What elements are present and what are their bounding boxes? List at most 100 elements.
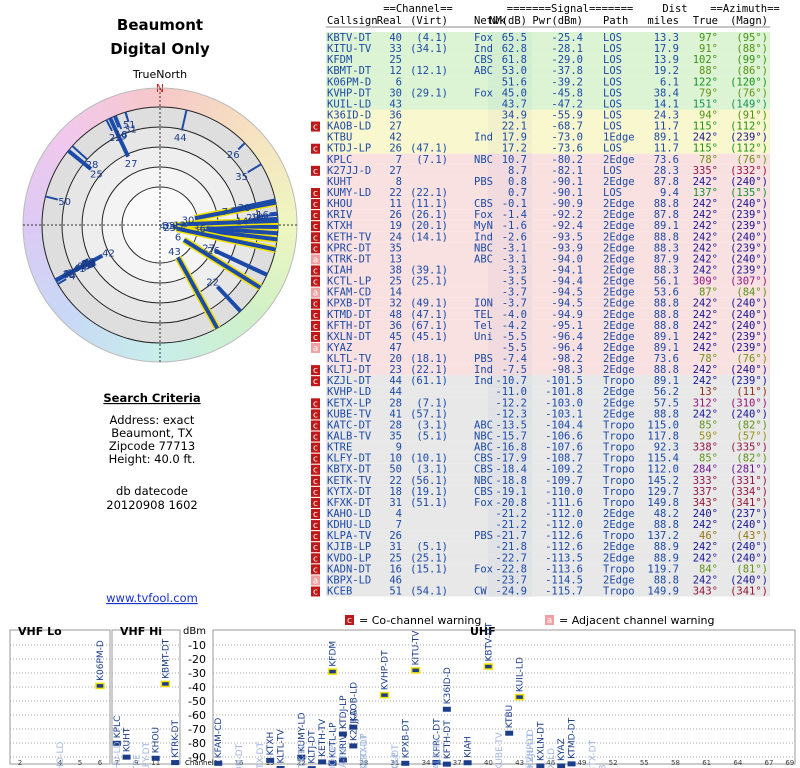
cell: 9 (396, 442, 402, 454)
signal-label: KIAH (464, 736, 474, 757)
cell: KYAZ (327, 342, 352, 354)
x-tick-label: 4 (58, 759, 63, 767)
cell: 89.1 (654, 331, 679, 343)
cell: 2Edge (603, 408, 635, 420)
signal-label: KDHU-LD (113, 741, 123, 768)
cell: 0.7 (508, 187, 527, 199)
warning-box (311, 265, 320, 276)
x-tick-label: 16 (235, 759, 244, 767)
x-tick-label: 58 (671, 759, 680, 767)
spoke-label: 27 (125, 159, 138, 170)
site-link[interactable]: www.tvfool.com (106, 591, 198, 605)
warning-box (311, 453, 320, 464)
row-band (326, 496, 770, 509)
cell: -98.2 (551, 353, 583, 365)
signal-mark (442, 706, 451, 712)
cell: (237°) (730, 508, 768, 520)
cell: (240°) (730, 541, 768, 553)
signal-label: KTMD-DT (568, 717, 578, 759)
cell: (91°) (736, 109, 768, 121)
row-band (326, 419, 770, 431)
warning-box (311, 497, 320, 508)
cell: 2Edge (603, 253, 635, 265)
cell: Ind (474, 231, 493, 243)
x-tick-label: 43 (515, 759, 524, 767)
spoke-label: 26 (83, 258, 96, 269)
cell: 44 (389, 375, 402, 387)
cell: (67.1) (410, 320, 448, 332)
spoke (105, 119, 113, 132)
cell: -95.1 (551, 320, 583, 332)
cell: Fox (474, 87, 493, 99)
cell: 88.8 (654, 574, 679, 586)
cell: -94.1 (551, 264, 583, 276)
cell: 2Edge (603, 397, 635, 409)
spoke-label: 22 (206, 277, 219, 288)
signal-label: KFXK-DT (391, 744, 401, 768)
spoke-label: 9 (121, 132, 127, 143)
cell: 87.9 (654, 253, 679, 265)
warning-box (311, 442, 320, 453)
cell: 53.0 (502, 65, 527, 77)
cell: -3.7 (502, 298, 527, 310)
cell: 45 (389, 331, 402, 343)
spoke-label: 38 (82, 259, 95, 270)
legend-box (345, 615, 354, 625)
cell: -3.7 (502, 287, 527, 299)
cell: 2Edge (603, 353, 635, 365)
signal-mark (442, 761, 451, 767)
warning-mark: c (313, 455, 318, 465)
cell: KLPA-TV (327, 530, 372, 542)
cell: 19.2 (654, 65, 679, 77)
cell: 38.4 (654, 87, 679, 99)
warning-box (311, 486, 320, 497)
cell: K06PM-D (327, 76, 371, 88)
spoke-label: 10 (251, 212, 264, 223)
cell: -82.1 (551, 165, 583, 177)
cell: (25.1) (410, 276, 448, 288)
signal-label: KAOB-LD (349, 682, 359, 722)
cell: -20.8 (495, 497, 527, 509)
cell: KPXB-DT (327, 298, 372, 310)
cell: (332°) (730, 165, 768, 177)
cell: 2Edge (603, 386, 635, 398)
cell: 51 (389, 586, 402, 598)
cell: MyN (474, 220, 493, 232)
row-band (326, 286, 770, 298)
cell: (307°) (730, 276, 768, 288)
cell: (112°) (730, 143, 768, 155)
signal-mark (327, 668, 338, 675)
spoke-label: 20 (238, 203, 251, 214)
signal-label: KXLN-DT (536, 721, 546, 761)
warning-mark: c (313, 565, 318, 575)
search-title: Search Criteria (103, 391, 200, 405)
cell: 129.7 (647, 486, 679, 498)
cell: (82°) (736, 453, 768, 465)
cell: 242° (693, 198, 718, 210)
cell: 91° (699, 43, 718, 55)
panel (212, 629, 796, 765)
column-header: Netwk (474, 15, 506, 27)
column-header: Callsign (327, 15, 378, 27)
cell: 28 (389, 397, 402, 409)
cell: LOS (603, 65, 622, 77)
cell: 84° (699, 563, 718, 575)
cell: KDHU-LD (327, 519, 371, 531)
cell: Fox (474, 209, 493, 221)
cell: Ind (474, 132, 493, 144)
cell: -114.5 (545, 574, 583, 586)
cell: (240°) (730, 552, 768, 564)
warning-mark: c (313, 123, 318, 133)
spoke-label: 28 (246, 213, 259, 224)
signal-mark (338, 757, 347, 763)
row-band (326, 397, 770, 409)
cell: 242° (693, 342, 718, 354)
warning-mark: c (313, 167, 318, 177)
warning-box (311, 553, 320, 564)
cell: -112.6 (545, 530, 583, 542)
cell: -4.0 (502, 309, 527, 321)
cell: -7.4 (502, 353, 527, 365)
signal-label: KCEB (599, 764, 609, 768)
legend-text: = Adjacent channel warning (559, 614, 715, 627)
